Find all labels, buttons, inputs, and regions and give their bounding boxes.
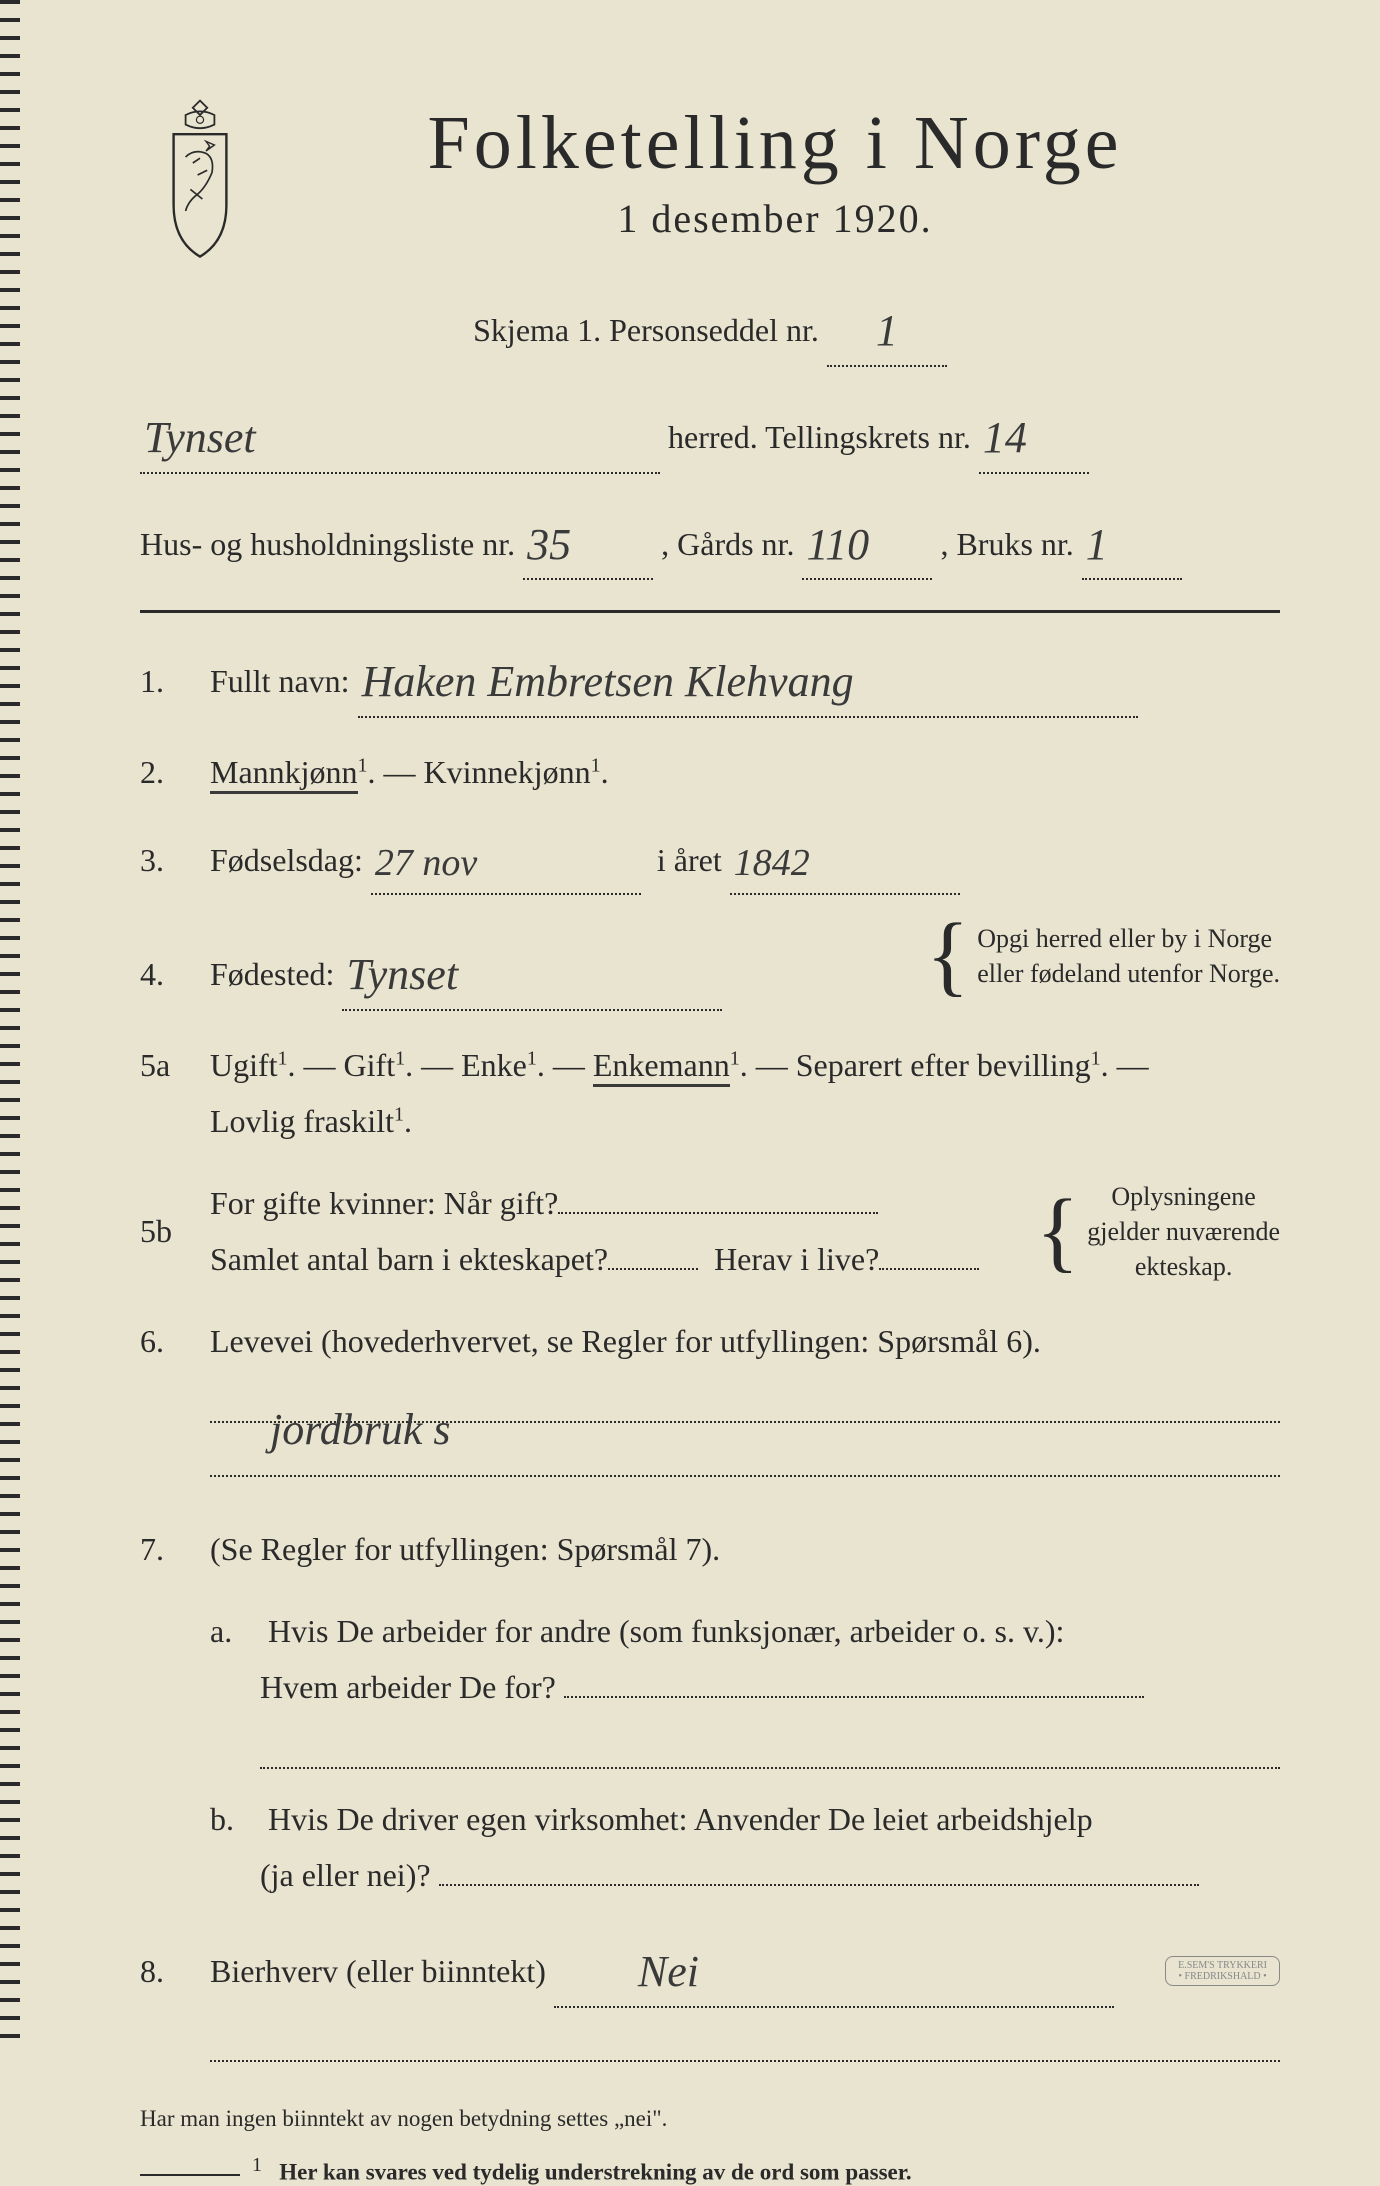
q1-row: 1. Fullt navn: Haken Embretsen Klehvang: [140, 639, 1280, 718]
q5b-l2a: Samlet antal barn i ekteskapet?: [210, 1241, 608, 1277]
hus-label: Hus- og husholdningsliste nr.: [140, 526, 515, 562]
stamp-line1: E.SEM'S TRYKKERI: [1178, 1960, 1267, 1971]
q2-row: 2. Mannkjønn1. — Kvinnekjønn1.: [140, 744, 1280, 800]
q7b-text: Hvis De driver egen virksomhet: Anvender…: [268, 1801, 1093, 1837]
meta-line-3: Hus- og husholdningsliste nr. 35 , Gårds…: [140, 504, 1280, 581]
coat-of-arms-icon: [140, 90, 260, 260]
q5a-enkemann: Enkemann: [593, 1047, 730, 1087]
q4-value: Tynset: [346, 950, 458, 999]
q6-row: 6. Levevei (hovederhvervet, se Regler fo…: [140, 1313, 1280, 1495]
footer-footnote-row: 1 Her kan svares ved tydelig understrekn…: [140, 2154, 1280, 2186]
section-divider: [140, 610, 1280, 613]
herred-value: Tynset: [144, 413, 256, 462]
q5b-note: { Oplysningene gjelder nuværende ekteska…: [1028, 1179, 1280, 1284]
q1-value: Haken Embretsen Klehvang: [362, 657, 854, 706]
herred-label: herred. Tellingskrets nr.: [668, 419, 971, 455]
q3-label: Fødselsdag:: [210, 842, 363, 878]
q8-value: Nei: [638, 1947, 699, 1996]
q5b-row: 5b For gifte kvinner: Når gift? Samlet a…: [140, 1175, 1280, 1287]
q4-note1: Opgi herred eller by i Norge: [977, 924, 1272, 953]
hus-nr: 35: [527, 520, 571, 569]
q8-num: 8.: [140, 1943, 210, 1999]
footer-note: Har man ingen biinntekt av nogen betydni…: [140, 2106, 1280, 2132]
q3-row: 3. Fødselsdag: 27 nov i året 1842: [140, 826, 1280, 895]
gards-label: , Gårds nr.: [661, 526, 794, 562]
q3-num: 3.: [140, 832, 210, 888]
bruks-nr: 1: [1086, 520, 1108, 569]
q7-intro: (Se Regler for utfyllingen: Spørsmål 7).: [210, 1521, 1280, 1577]
q4-row: 4. Fødested: Tynset { Opgi herred eller …: [140, 921, 1280, 1012]
q5b-note1: Oplysningene: [1111, 1182, 1255, 1211]
q4-note: { Opgi herred eller by i Norge eller fød…: [918, 921, 1280, 991]
q1-num: 1.: [140, 653, 210, 709]
q5b-l2b: Herav i live?: [714, 1241, 879, 1277]
q2-mann: Mannkjønn: [210, 754, 358, 794]
q7a-text: Hvis De arbeider for andre (som funksjon…: [268, 1613, 1064, 1649]
q5a-lov: Lovlig fraskilt: [210, 1103, 394, 1139]
meta-line-2: Tynset herred. Tellingskrets nr. 14: [140, 397, 1280, 474]
stamp-line2: • FREDRIKSHALD •: [1179, 1971, 1267, 1982]
q5a-num: 5a: [140, 1037, 210, 1093]
q2-num: 2.: [140, 744, 210, 800]
q7a-row: a. Hvis De arbeider for andre (som funks…: [210, 1603, 1280, 1769]
q3-day: 27 nov: [375, 842, 477, 884]
gards-nr: 110: [806, 520, 869, 569]
q5a-row: 5a Ugift1. — Gift1. — Enke1. — Enkemann1…: [140, 1037, 1280, 1149]
q2-kvinne: Kvinnekjønn: [424, 754, 591, 790]
q8-row: 8. Bierhverv (eller biinntekt) Nei: [140, 1929, 1280, 2080]
q5a-enke: Enke: [461, 1047, 527, 1083]
header-row: Folketelling i Norge 1 desember 1920.: [140, 90, 1280, 260]
q6-num: 6.: [140, 1313, 210, 1369]
page-perforation: [0, 0, 20, 2048]
q5b-note2: gjelder nuværende: [1087, 1217, 1280, 1246]
q5a-ugift: Ugift: [210, 1047, 278, 1083]
q6-label: Levevei (hovederhvervet, se Regler for u…: [210, 1323, 1041, 1359]
q5b-note3: ekteskap.: [1135, 1252, 1232, 1281]
q5a-sep: Separert efter bevilling: [796, 1047, 1091, 1083]
q8-label: Bierhverv (eller biinntekt): [210, 1953, 546, 1989]
q1-label: Fullt navn:: [210, 663, 350, 699]
q3-year: 1842: [734, 842, 810, 884]
footer-footnote: Her kan svares ved tydelig understreknin…: [279, 2160, 911, 2185]
meta-line-1: Skjema 1. Personseddel nr. 1: [140, 290, 1280, 367]
q4-note2: eller fødeland utenfor Norge.: [977, 959, 1280, 988]
q5a-gift: Gift: [344, 1047, 396, 1083]
personseddel-nr: 1: [876, 306, 898, 355]
tellingskrets-nr: 14: [983, 413, 1027, 462]
bruks-label: , Bruks nr.: [940, 526, 1073, 562]
q5b-num: 5b: [140, 1203, 210, 1259]
q7-num: 7.: [140, 1521, 210, 1577]
q7a-label: a.: [210, 1603, 260, 1659]
q3-year-label: i året: [657, 842, 722, 878]
q5b-l1: For gifte kvinner: Når gift?: [210, 1185, 558, 1221]
q4-label: Fødested:: [210, 956, 334, 992]
q7b-row: b. Hvis De driver egen virksomhet: Anven…: [210, 1791, 1280, 1903]
printer-stamp: E.SEM'S TRYKKERI • FREDRIKSHALD •: [1165, 1956, 1280, 1986]
page-title: Folketelling i Norge: [270, 100, 1280, 187]
q7a-text2: Hvem arbeider De for?: [260, 1669, 556, 1705]
q7b-label: b.: [210, 1791, 260, 1847]
q7b-text2: (ja eller nei)?: [260, 1857, 431, 1893]
q4-num: 4.: [140, 946, 210, 1002]
q7-row: 7. (Se Regler for utfyllingen: Spørsmål …: [140, 1521, 1280, 1577]
skjema-label: Skjema 1. Personseddel nr.: [473, 312, 819, 348]
page-date: 1 desember 1920.: [270, 195, 1280, 242]
